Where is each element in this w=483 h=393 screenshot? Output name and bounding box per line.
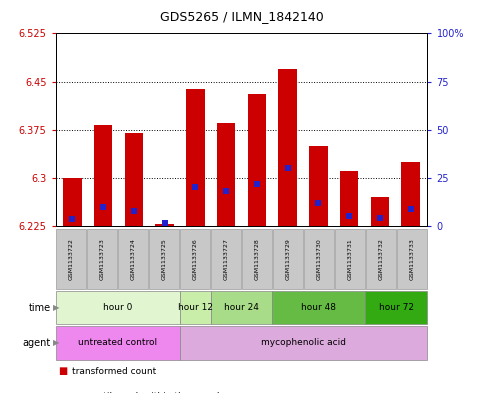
Bar <box>94 125 113 226</box>
Point <box>192 184 199 191</box>
Text: transformed count: transformed count <box>72 367 156 376</box>
Bar <box>401 162 420 226</box>
Text: untreated control: untreated control <box>78 338 157 347</box>
Text: GSM1133724: GSM1133724 <box>130 238 136 280</box>
Text: GSM1133722: GSM1133722 <box>69 238 73 280</box>
Text: GSM1133733: GSM1133733 <box>410 238 414 280</box>
Text: GSM1133732: GSM1133732 <box>379 238 384 280</box>
Text: ■: ■ <box>58 392 67 393</box>
Text: hour 12: hour 12 <box>178 303 213 312</box>
Text: GSM1133727: GSM1133727 <box>224 238 228 280</box>
Text: GSM1133726: GSM1133726 <box>193 238 198 280</box>
Text: ▶: ▶ <box>53 303 59 312</box>
Text: hour 0: hour 0 <box>103 303 132 312</box>
Point <box>222 188 230 195</box>
Bar <box>186 89 205 226</box>
Text: hour 72: hour 72 <box>379 303 414 312</box>
Bar <box>370 197 389 226</box>
Point <box>407 206 414 212</box>
Point <box>69 216 76 222</box>
Bar <box>278 69 297 226</box>
Bar <box>309 146 327 226</box>
Point <box>376 215 384 221</box>
Text: hour 48: hour 48 <box>301 303 337 312</box>
Bar <box>156 224 174 226</box>
Bar <box>63 178 82 226</box>
Text: time: time <box>28 303 51 312</box>
Bar <box>340 171 358 226</box>
Bar <box>248 94 266 226</box>
Text: GSM1133723: GSM1133723 <box>99 238 104 280</box>
Text: mycophenolic acid: mycophenolic acid <box>261 338 346 347</box>
Point <box>130 208 138 214</box>
Text: GSM1133728: GSM1133728 <box>255 238 259 280</box>
Bar <box>217 123 235 226</box>
Bar <box>125 133 143 226</box>
Point <box>284 165 291 171</box>
Point <box>253 180 261 187</box>
Text: GSM1133729: GSM1133729 <box>285 238 290 280</box>
Text: GSM1133725: GSM1133725 <box>161 238 167 280</box>
Text: hour 24: hour 24 <box>224 303 259 312</box>
Text: GSM1133731: GSM1133731 <box>347 238 353 280</box>
Text: GDS5265 / ILMN_1842140: GDS5265 / ILMN_1842140 <box>159 10 324 23</box>
Text: ■: ■ <box>58 366 67 376</box>
Point <box>99 204 107 210</box>
Text: GSM1133730: GSM1133730 <box>316 238 322 280</box>
Point <box>314 200 322 206</box>
Text: agent: agent <box>23 338 51 348</box>
Point <box>345 213 353 220</box>
Text: ▶: ▶ <box>53 338 59 347</box>
Point <box>161 220 169 226</box>
